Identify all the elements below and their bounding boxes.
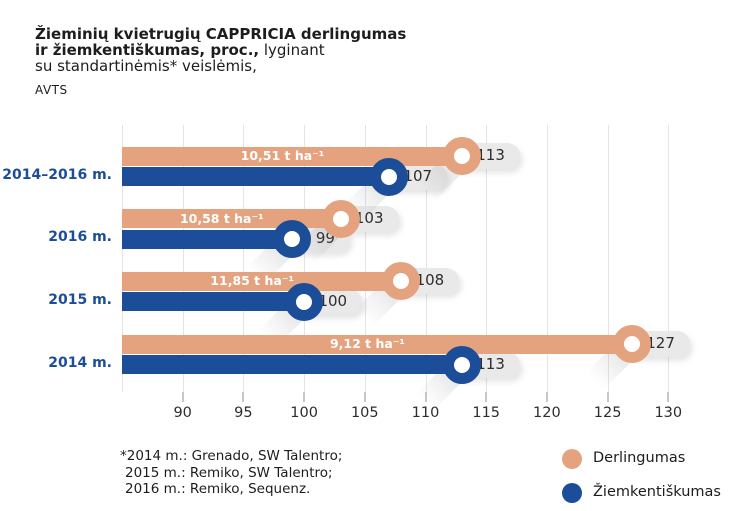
ziemkentiskumas-legend-label: Žiemkentiškumas — [593, 484, 721, 500]
x-tick-label: 130 — [654, 405, 683, 421]
bar-inline-label: 10,51 t ha⁻¹ — [240, 148, 325, 163]
chart-title: Žieminių kvietrugių CAPPRICIA derlinguma… — [35, 26, 406, 98]
x-tick — [424, 392, 427, 402]
gridline — [304, 125, 306, 392]
bar-inline-label: 11,85 t ha⁻¹ — [210, 273, 294, 289]
bar-blue — [122, 292, 305, 312]
category-label: 2016 m. — [48, 229, 112, 246]
gridline — [546, 125, 548, 392]
x-tick-label: 125 — [593, 405, 622, 421]
bar-ring — [442, 345, 481, 384]
x-tick-label: 100 — [290, 405, 318, 421]
x-tick-label: 110 — [411, 405, 440, 421]
gridline — [182, 125, 184, 392]
gridline — [486, 125, 488, 392]
bar-orange — [122, 271, 402, 291]
bar-ring — [321, 199, 360, 238]
bar-inline-label: 10,58 t ha⁻¹ — [179, 210, 264, 226]
title-line-3: su standartinėmis* veislėmis, — [35, 57, 257, 76]
x-tick — [242, 392, 245, 402]
bar-ring — [382, 262, 421, 301]
x-tick — [485, 392, 488, 402]
title-line-avts: AVTS — [35, 82, 68, 97]
category-label: 2014–2016 m. — [2, 166, 112, 183]
derlingumas-legend-dot — [562, 449, 582, 469]
x-tick — [363, 392, 366, 402]
x-tick-label: 90 — [173, 405, 192, 421]
footnote-line-1: *2014 m.: Grenado, SW Talentro; — [120, 448, 343, 464]
x-tick — [667, 392, 670, 402]
bar-ring — [272, 220, 311, 259]
footnote: *2014 m.: Grenado, SW Talentro; 2015 m.:… — [120, 448, 342, 498]
bar-ring — [442, 137, 481, 175]
x-tick-label: 95 — [234, 405, 253, 421]
category-label: 2015 m. — [48, 291, 112, 308]
x-tick — [545, 392, 548, 402]
bar-ring — [612, 325, 651, 364]
title-line-2: ir žiemkentiškumas, proc., lyginant — [35, 41, 325, 60]
footnote-line-3: 2016 m.: Remiko, Sequenz. — [125, 481, 311, 497]
bar-ring — [370, 157, 409, 196]
x-tick — [303, 392, 306, 402]
x-tick-label: 115 — [472, 405, 501, 421]
x-tick-label: 120 — [533, 405, 561, 421]
bar-blue — [122, 167, 390, 186]
x-tick-label: 105 — [350, 405, 379, 421]
x-tick — [181, 392, 184, 402]
gridline — [122, 125, 123, 392]
gridline — [364, 125, 366, 392]
title-line-1: Žieminių kvietrugių CAPPRICIA derlinguma… — [35, 25, 407, 43]
ziemkentiskumas-legend-dot — [562, 483, 582, 503]
bar-ring — [285, 282, 324, 321]
gridline — [425, 125, 427, 392]
footnote-line-2: 2015 m.: Remiko, SW Talentro; — [125, 464, 333, 481]
category-label: 2014 m. — [48, 354, 112, 371]
gridline — [668, 125, 670, 392]
bar-blue — [122, 229, 292, 249]
bar-blue — [122, 355, 462, 375]
x-tick — [606, 392, 609, 402]
gridline — [243, 125, 245, 392]
gridline — [607, 125, 609, 392]
bar-orange — [122, 334, 632, 354]
derlingumas-legend-label: Derlingumas — [593, 450, 686, 466]
bar-inline-label: 9,12 t ha⁻¹ — [329, 336, 405, 352]
